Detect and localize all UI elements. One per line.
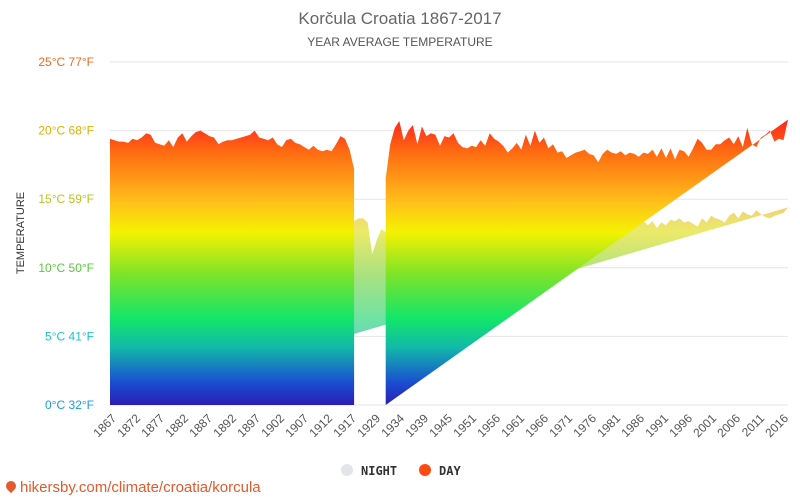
x-tick-label: 1917 <box>330 411 359 440</box>
x-tick-label: 1929 <box>354 411 383 440</box>
legend-night-label: NIGHT <box>361 464 397 478</box>
source-link[interactable]: hikersby.com/climate/croatia/korcula <box>3 478 261 496</box>
x-axis-labels: 1867187218771882188718921897190219071912… <box>90 411 791 440</box>
x-tick-label: 1971 <box>546 411 575 440</box>
x-tick-label: 1966 <box>522 411 551 440</box>
x-tick-label: 1934 <box>378 411 407 440</box>
x-tick-label: 1872 <box>114 411 143 440</box>
y-axis-title: TEMPERATURE <box>15 192 27 274</box>
legend-day-marker <box>419 464 431 476</box>
legend-night-marker <box>341 464 353 476</box>
x-tick-label: 1996 <box>666 411 695 440</box>
y-tick-label: 25°C 77°F <box>38 55 94 69</box>
y-tick-label: 15°C 59°F <box>38 192 94 206</box>
x-tick-label: 1887 <box>186 411 215 440</box>
x-tick-label: 1986 <box>618 411 647 440</box>
legend: NIGHT DAY <box>341 464 461 478</box>
x-tick-label: 1956 <box>474 411 503 440</box>
y-axis-labels: 0°C 32°F 5°C 41°F 10°C 50°F 15°C 59°F 20°C 6… <box>38 55 94 412</box>
chart-subtitle: YEAR AVERAGE TEMPERATURE <box>307 35 492 49</box>
x-tick-label: 2016 <box>762 411 791 440</box>
x-tick-label: 1897 <box>234 411 263 440</box>
x-tick-label: 1981 <box>594 411 623 440</box>
x-tick-label: 1867 <box>90 411 119 440</box>
plot-area <box>110 119 788 405</box>
x-tick-label: 1882 <box>162 411 191 440</box>
legend-day-label: DAY <box>439 464 461 478</box>
location-pin-icon <box>3 478 19 494</box>
x-tick-label: 1976 <box>570 411 599 440</box>
night-series-overlay <box>110 207 788 405</box>
chart-title: Korčula Croatia 1867-2017 <box>298 9 501 28</box>
x-tick-label: 1877 <box>138 411 167 440</box>
x-tick-label: 1939 <box>402 411 431 440</box>
x-tick-label: 1951 <box>450 411 479 440</box>
x-tick-label: 2006 <box>714 411 743 440</box>
y-tick-label: 10°C 50°F <box>38 261 94 275</box>
x-tick-label: 1991 <box>642 411 671 440</box>
x-tick-label: 1907 <box>282 411 311 440</box>
x-tick-label: 1902 <box>258 411 287 440</box>
y-tick-label: 0°C 32°F <box>45 398 94 412</box>
x-tick-label: 2001 <box>690 411 719 440</box>
x-tick-label: 1961 <box>498 411 527 440</box>
y-tick-label: 5°C 41°F <box>45 329 94 343</box>
x-tick-label: 1912 <box>306 411 335 440</box>
y-tick-label: 20°C 68°F <box>38 124 94 138</box>
x-tick-label: 1945 <box>426 411 455 440</box>
source-text: hikersby.com/climate/croatia/korcula <box>20 479 261 496</box>
x-tick-label: 1892 <box>210 411 239 440</box>
x-tick-label: 2011 <box>739 411 767 439</box>
